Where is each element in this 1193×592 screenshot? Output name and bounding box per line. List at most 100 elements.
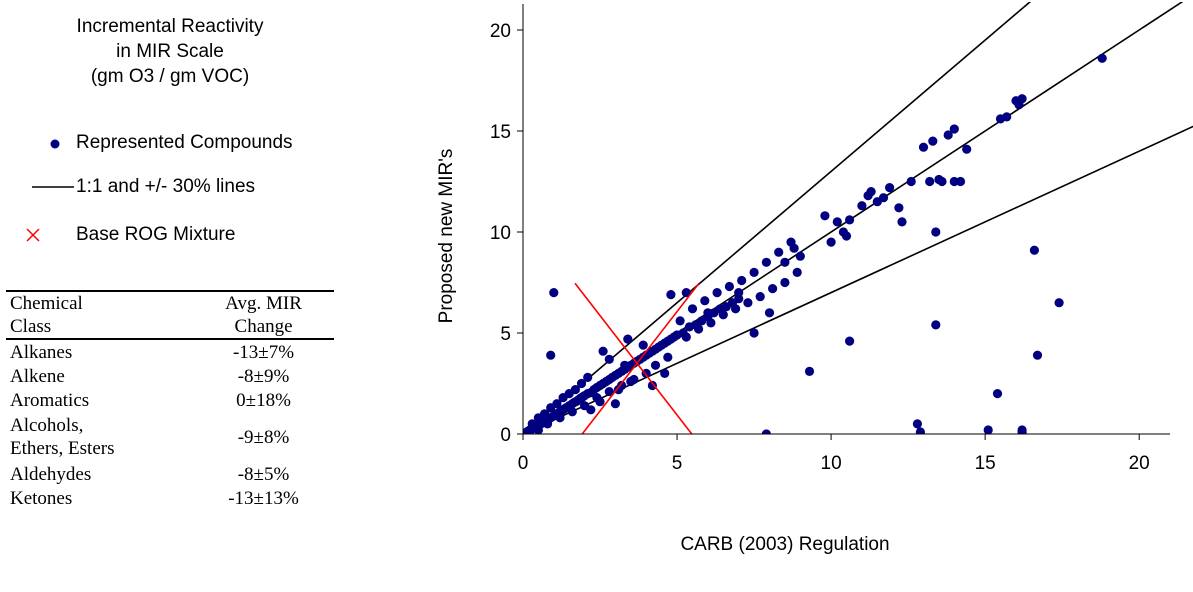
- data-point: [638, 340, 648, 350]
- data-point: [731, 304, 741, 314]
- y-tick-label: 15: [490, 122, 511, 143]
- data-point: [549, 288, 559, 298]
- data-point: [737, 275, 747, 286]
- cell-change: -13±7%: [232, 341, 295, 363]
- data-point: [734, 288, 744, 298]
- y-tick-label: 20: [490, 21, 511, 42]
- data-point: [687, 304, 698, 314]
- axes: [517, 4, 1170, 440]
- legend-dot: [50, 139, 60, 149]
- data-point: [857, 201, 867, 211]
- data-point: [943, 130, 953, 140]
- data-point: [826, 237, 836, 247]
- data-point: [650, 360, 661, 370]
- header-chemical: Chemical: [6, 290, 194, 315]
- data-point: [1017, 94, 1027, 104]
- data-point: [995, 114, 1006, 124]
- table-row: Ketones -13±13%: [6, 486, 334, 510]
- data-point: [743, 298, 753, 308]
- data-point: [681, 332, 691, 342]
- data-point: [983, 425, 993, 434]
- x-tick-label: 5: [672, 453, 683, 474]
- cell-change: -13±13%: [228, 487, 299, 509]
- data-point: [1097, 53, 1107, 63]
- data-point: [604, 387, 614, 397]
- y-tick-label: 10: [490, 223, 511, 244]
- data-point: [755, 292, 765, 302]
- table-header-row: Class Change: [6, 315, 334, 340]
- data-point: [915, 427, 925, 434]
- data-point: [647, 380, 658, 391]
- data-point: [962, 144, 972, 154]
- data-point: [768, 284, 778, 294]
- cell-class: Alcohols, Ethers, Esters: [10, 415, 115, 459]
- data-point: [749, 328, 759, 338]
- tick-labels: 0 5 10 15 20 0 5 10 15 20: [490, 21, 1150, 474]
- data-point: [694, 324, 704, 334]
- x-tick-label: 0: [518, 453, 529, 474]
- dot-marker-icon: [4, 130, 76, 156]
- data-point: [906, 176, 916, 187]
- data-point: [761, 429, 771, 434]
- data-point: [570, 385, 581, 395]
- cell-class: Ketones: [10, 487, 73, 509]
- legend-title: Incremental Reactivity in MIR Scale (gm …: [76, 16, 264, 87]
- data-point: [1029, 245, 1039, 255]
- data-point: [780, 277, 790, 288]
- cell-change: 0±18%: [236, 389, 291, 411]
- data-point: [675, 316, 685, 326]
- cell-change: -8±9%: [237, 365, 290, 387]
- x-tick-label: 15: [975, 453, 996, 474]
- data-point: [1054, 298, 1064, 308]
- data-point: [703, 308, 713, 318]
- table-row: Alkanes -13±7%: [6, 339, 334, 364]
- legend-label-lines: 1:1 and +/- 30% lines: [76, 176, 256, 197]
- mir-change-table: Chemical Avg. MIR Class Change Alkanes -…: [6, 290, 334, 510]
- data-point: [928, 136, 938, 146]
- data-point: [567, 407, 577, 417]
- data-point: [598, 346, 608, 356]
- data-point: [845, 336, 855, 346]
- data-point: [761, 257, 772, 267]
- cell-class: Alkanes: [10, 341, 73, 363]
- header-change: Change: [193, 315, 334, 340]
- plot-area: [523, 2, 1193, 434]
- data-point: [832, 217, 842, 227]
- data-point: [555, 413, 565, 423]
- data-point: [700, 296, 710, 306]
- x-tick-label: 20: [1129, 453, 1150, 474]
- data-point: [712, 288, 722, 298]
- data-point: [718, 310, 728, 320]
- data-point: [885, 183, 895, 193]
- data-point: [527, 419, 537, 429]
- data-point: [937, 176, 947, 187]
- legend-item-represented-compounds: Represented Compounds: [4, 130, 293, 156]
- legend-x-stroke-2: [26, 228, 40, 242]
- data-point: [595, 397, 605, 407]
- data-point: [724, 281, 735, 292]
- data-point: [795, 251, 805, 261]
- table-row: Alkene -8±9%: [6, 364, 334, 388]
- data-point: [780, 257, 790, 267]
- legend-item-base-rog: Base ROG Mixture: [4, 222, 235, 248]
- data-point: [774, 247, 784, 257]
- cell-change: -8±5%: [237, 463, 290, 485]
- cell-class: Aromatics: [10, 389, 90, 411]
- data-point: [918, 142, 929, 152]
- data-point: [1032, 350, 1043, 360]
- table-row: Aromatics 0±18%: [6, 388, 334, 412]
- x-axis-label: CARB (2003) Regulation: [680, 534, 889, 555]
- base-rog-mixture-stroke-2: [581, 282, 700, 434]
- y-tick-label: 5: [500, 324, 511, 345]
- cell-class: Alkene: [10, 365, 65, 387]
- header-avg-mir: Avg. MIR: [193, 290, 334, 315]
- data-point: [789, 243, 799, 253]
- data-point: [931, 320, 941, 330]
- data-point: [897, 217, 907, 227]
- data-point: [749, 267, 759, 277]
- line-marker-icon: [4, 174, 76, 200]
- data-point: [543, 419, 553, 429]
- data-point: [610, 399, 621, 409]
- data-point: [841, 231, 852, 241]
